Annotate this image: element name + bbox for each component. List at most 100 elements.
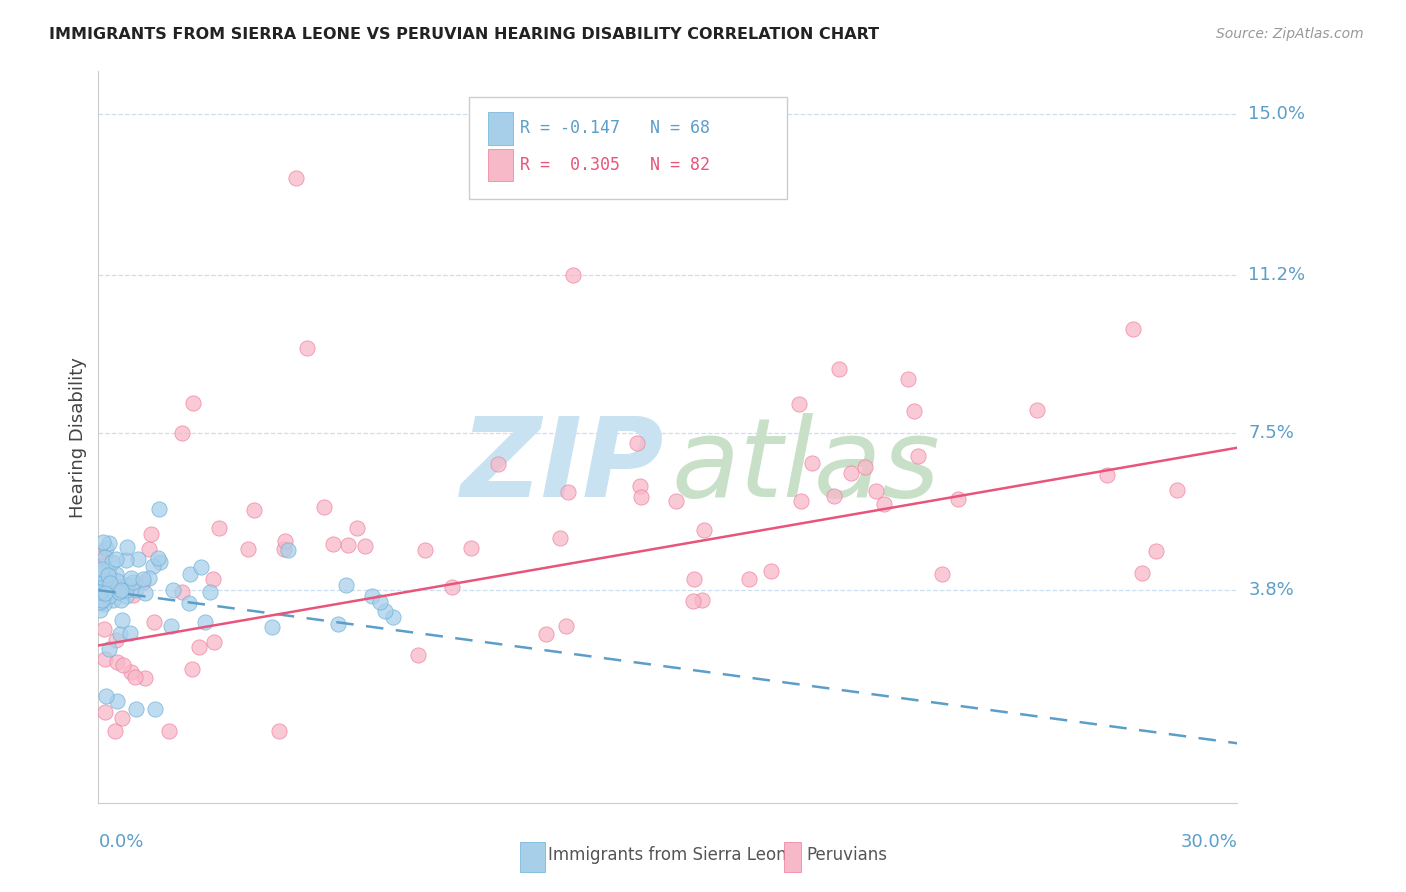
Point: [187, 640, 209, 655]
Point: [297, 341, 319, 355]
Point: [1144, 544, 1167, 558]
Text: Immigrants from Sierra Leone: Immigrants from Sierra Leone: [548, 847, 797, 864]
Point: [260, 620, 283, 634]
Point: [177, 596, 200, 610]
Point: [682, 572, 704, 586]
Point: [460, 541, 482, 556]
Text: Peruvians: Peruvians: [807, 847, 887, 864]
Point: [801, 456, 824, 470]
Point: [157, 723, 180, 738]
FancyBboxPatch shape: [468, 97, 787, 200]
Point: [115, 553, 138, 567]
Point: [96, 568, 118, 582]
Point: [110, 582, 132, 597]
Point: [91, 535, 114, 549]
Point: [554, 619, 576, 633]
Point: [134, 671, 156, 685]
Point: [98, 566, 121, 581]
Point: [336, 538, 359, 552]
Point: [131, 574, 153, 589]
Point: [534, 627, 557, 641]
Point: [122, 575, 145, 590]
Point: [682, 594, 704, 608]
Point: [202, 635, 225, 649]
Point: [277, 543, 299, 558]
Point: [104, 723, 127, 738]
Point: [148, 555, 170, 569]
Point: [142, 558, 165, 573]
Point: [335, 577, 357, 591]
Point: [115, 578, 138, 592]
Point: [93, 549, 115, 564]
Point: [787, 396, 810, 410]
Point: [354, 539, 377, 553]
Point: [146, 550, 169, 565]
Point: [865, 484, 887, 499]
Point: [274, 533, 297, 548]
Point: [108, 585, 131, 599]
Point: [93, 622, 115, 636]
Point: [104, 578, 127, 592]
Point: [170, 584, 193, 599]
Text: 7.5%: 7.5%: [1249, 424, 1295, 442]
Point: [284, 170, 307, 185]
Point: [630, 490, 652, 504]
Point: [105, 551, 128, 566]
Point: [931, 567, 953, 582]
Point: [90, 550, 112, 565]
Point: [98, 575, 121, 590]
Bar: [488, 112, 513, 145]
Point: [93, 597, 115, 611]
Point: [406, 648, 429, 663]
Point: [823, 489, 845, 503]
Point: [202, 572, 225, 586]
Point: [145, 702, 167, 716]
Point: [1122, 322, 1144, 336]
Text: ZIP: ZIP: [461, 413, 665, 520]
Point: [131, 572, 153, 586]
Point: [89, 545, 111, 559]
Text: 11.2%: 11.2%: [1249, 267, 1306, 285]
Point: [628, 479, 651, 493]
Point: [127, 552, 149, 566]
Point: [98, 589, 121, 603]
Point: [273, 542, 295, 557]
Point: [101, 555, 124, 569]
Point: [93, 577, 115, 591]
Point: [121, 588, 143, 602]
Point: [97, 642, 120, 657]
Point: [110, 593, 132, 607]
Point: [89, 603, 111, 617]
Point: [903, 404, 925, 418]
Point: [94, 541, 117, 555]
Text: 15.0%: 15.0%: [1249, 105, 1305, 123]
Point: [89, 566, 111, 581]
Point: [486, 458, 509, 472]
Point: [111, 658, 134, 673]
Point: [828, 362, 851, 376]
Point: [93, 586, 115, 600]
Point: [125, 582, 148, 597]
Point: [382, 610, 405, 624]
Point: [89, 584, 111, 599]
Bar: [488, 149, 513, 181]
Point: [907, 449, 929, 463]
Point: [94, 652, 117, 666]
Point: [208, 520, 231, 534]
Point: [548, 531, 571, 545]
Point: [104, 632, 127, 647]
Point: [94, 706, 117, 720]
Point: [124, 670, 146, 684]
Point: [120, 665, 142, 680]
Point: [236, 542, 259, 557]
Point: [162, 583, 184, 598]
Point: [415, 542, 437, 557]
Bar: [785, 842, 801, 871]
Y-axis label: Hearing Disability: Hearing Disability: [69, 357, 87, 517]
Point: [125, 702, 148, 716]
Point: [946, 492, 969, 507]
Point: [104, 566, 127, 581]
Point: [111, 711, 134, 725]
Point: [101, 593, 124, 607]
Point: [91, 593, 114, 607]
